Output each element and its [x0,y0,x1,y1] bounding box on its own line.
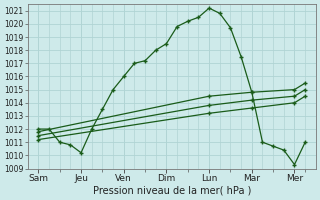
X-axis label: Pression niveau de la mer( hPa ): Pression niveau de la mer( hPa ) [92,186,251,196]
